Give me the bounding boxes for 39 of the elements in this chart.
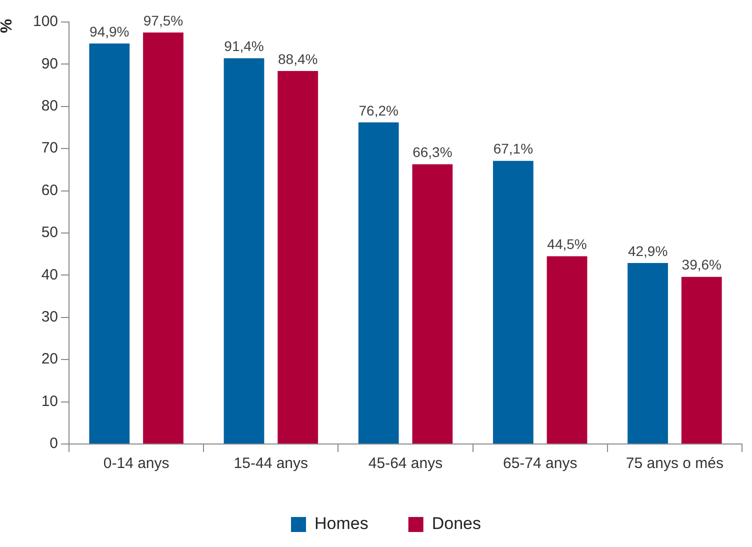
y-tick-label: 20 bbox=[41, 350, 58, 368]
bar bbox=[358, 122, 399, 444]
bar bbox=[546, 256, 588, 444]
x-tick-label: 45-64 anys bbox=[368, 455, 443, 472]
x-tick-label: 75 anys o més bbox=[626, 455, 724, 472]
bar bbox=[681, 276, 722, 444]
data-label: 91,4% bbox=[224, 38, 264, 54]
bar bbox=[278, 70, 318, 444]
y-tick-label: 70 bbox=[41, 140, 58, 157]
bar bbox=[224, 58, 264, 444]
y-tick-label: 0 bbox=[50, 435, 58, 452]
y-tick-label: 60 bbox=[41, 182, 58, 199]
data-label: 42,9% bbox=[628, 242, 668, 259]
y-tick-label: 10 bbox=[41, 392, 58, 410]
data-label: 67,1% bbox=[493, 140, 534, 157]
legend-label: Dones bbox=[432, 514, 481, 534]
y-tick-label: 90 bbox=[41, 55, 58, 72]
data-label: 88,4% bbox=[278, 50, 318, 67]
data-label: 94,9% bbox=[90, 23, 130, 40]
x-tick-label: 65-74 anys bbox=[503, 455, 578, 472]
bar bbox=[493, 160, 534, 444]
bar bbox=[89, 44, 130, 444]
y-tick-label: 80 bbox=[41, 98, 58, 115]
data-label: 39,6% bbox=[682, 256, 722, 273]
x-tick-label: 15-44 anys bbox=[234, 455, 308, 472]
data-label: 97,5% bbox=[143, 12, 184, 28]
legend-label: Homes bbox=[314, 514, 368, 534]
bar bbox=[143, 32, 184, 444]
y-tick-label: 100 bbox=[32, 13, 58, 30]
y-tick-label: 40 bbox=[41, 266, 58, 284]
x-tick-label: 0-14 anys bbox=[103, 455, 170, 472]
bar bbox=[628, 262, 668, 444]
y-tick-label: 50 bbox=[41, 224, 58, 242]
bar bbox=[412, 164, 453, 444]
y-axis-title: % bbox=[0, 18, 16, 34]
data-label: 44,5% bbox=[547, 236, 587, 252]
data-label: 66,3% bbox=[412, 144, 452, 160]
y-tick-label: 30 bbox=[41, 308, 58, 326]
data-label: 76,2% bbox=[358, 102, 398, 118]
